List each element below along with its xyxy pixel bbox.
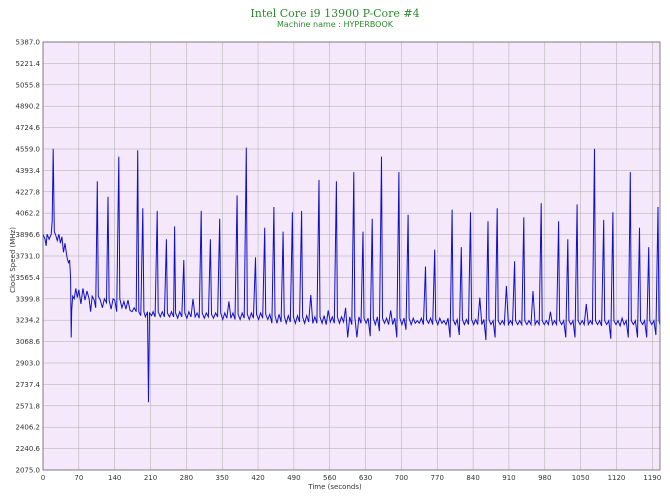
y-tick-label: 3234.2 xyxy=(16,317,41,325)
y-tick-label: 2406.2 xyxy=(16,424,41,432)
y-tick-label: 3896.6 xyxy=(16,231,41,239)
chart-subtitle: Machine name : HYPERBOOK xyxy=(277,20,394,29)
y-axis-label: Clock Speed (MHz) xyxy=(9,227,17,293)
x-tick-label: 280 xyxy=(180,474,193,482)
x-tick-label: 840 xyxy=(466,474,479,482)
grid-lines xyxy=(42,41,660,471)
x-tick-label: 0 xyxy=(41,474,45,482)
plot-border xyxy=(42,41,661,471)
x-tick-label: 1050 xyxy=(572,474,590,482)
y-tick-label: 2075.0 xyxy=(16,467,41,475)
y-tick-label: 4890.2 xyxy=(16,103,41,111)
x-axis-label: Time (seconds) xyxy=(307,483,362,491)
x-tick-label: 1120 xyxy=(608,474,626,482)
x-tick-label: 770 xyxy=(431,474,444,482)
y-tick-label: 3399.8 xyxy=(16,295,41,303)
x-tick-label: 560 xyxy=(323,474,336,482)
x-tick-label: 210 xyxy=(144,474,157,482)
y-tick-label: 3068.6 xyxy=(16,338,41,346)
x-tick-label: 70 xyxy=(74,474,83,482)
x-tick-label: 420 xyxy=(251,474,264,482)
y-tick-label: 4724.6 xyxy=(16,124,41,132)
x-tick-label: 1190 xyxy=(643,474,661,482)
y-tick-label: 4062.2 xyxy=(16,210,41,218)
y-tick-label: 4227.8 xyxy=(16,188,41,196)
chart-title: Intel Core i9 13900 P-Core #4 xyxy=(250,7,419,20)
y-tick-label: 5221.4 xyxy=(16,60,41,68)
y-axis-ticks: 2075.0 2240.6 2406.2 2571.8 2737.4 2903.0 3068… xyxy=(16,39,41,475)
y-tick-label: 3731.0 xyxy=(16,253,41,261)
y-tick-label: 5387.0 xyxy=(16,39,41,47)
x-tick-label: 980 xyxy=(538,474,551,482)
y-tick-label: 4393.4 xyxy=(16,167,41,175)
y-tick-label: 4559.0 xyxy=(16,146,41,154)
clock-speed-series-line xyxy=(42,147,661,403)
x-tick-label: 490 xyxy=(287,474,300,482)
y-tick-label: 5055.8 xyxy=(16,81,41,89)
y-tick-label: 2903.0 xyxy=(16,360,41,368)
y-tick-label: 2240.6 xyxy=(16,445,41,453)
x-tick-label: 700 xyxy=(395,474,408,482)
x-axis-ticks: 0 70 140 210 280 350 420 490 560 630 700 770 840 910 9… xyxy=(41,474,661,482)
x-tick-label: 140 xyxy=(108,474,121,482)
x-tick-label: 910 xyxy=(502,474,515,482)
y-tick-label: 3565.4 xyxy=(16,274,41,282)
y-tick-label: 2737.4 xyxy=(16,381,41,389)
x-tick-label: 630 xyxy=(359,474,372,482)
x-tick-label: 350 xyxy=(216,474,229,482)
y-tick-label: 2571.8 xyxy=(16,402,41,410)
